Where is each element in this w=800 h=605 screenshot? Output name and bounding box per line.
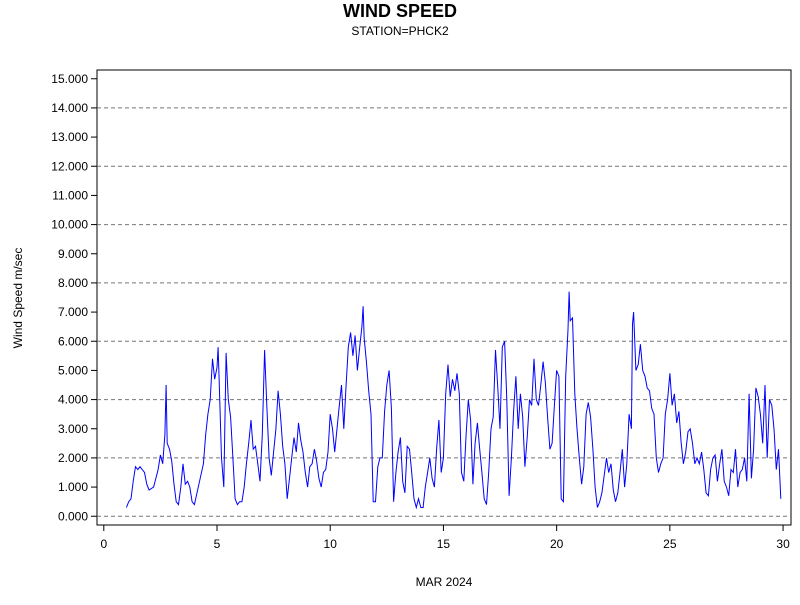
x-tick-label: 5: [214, 537, 221, 551]
y-tick-label: 15.000: [51, 72, 88, 86]
y-tick-label: 5.000: [58, 363, 88, 377]
y-tick-label: 1.000: [58, 480, 88, 494]
y-tick-label: 11.000: [52, 188, 88, 202]
y-axis-label: Wind Speed m/sec: [11, 248, 25, 349]
x-tick-label: 25: [663, 537, 677, 551]
y-tick-label: 0.000: [58, 509, 88, 523]
y-tick-label: 2.000: [58, 451, 88, 465]
y-tick-label: 3.000: [58, 422, 88, 436]
chart-subtitle: STATION=PHCK2: [351, 24, 449, 38]
x-tick-label: 0: [100, 537, 107, 551]
x-axis-label: MAR 2024: [416, 575, 473, 589]
x-tick-label: 15: [437, 537, 451, 551]
chart-title: WIND SPEED: [343, 1, 457, 21]
y-tick-label: 7.000: [58, 305, 88, 319]
x-tick-label: 10: [324, 537, 338, 551]
y-tick-label: 9.000: [58, 247, 88, 261]
y-tick-label: 6.000: [58, 334, 88, 348]
y-tick-label: 12.000: [51, 159, 88, 173]
y-tick-label: 8.000: [58, 276, 88, 290]
plot-frame: [96, 69, 792, 526]
y-tick-label: 14.000: [51, 101, 88, 115]
y-tick-label: 4.000: [58, 393, 88, 407]
x-tick-label: 30: [776, 537, 790, 551]
x-tick-label: 20: [550, 537, 564, 551]
y-tick-label: 13.000: [51, 130, 88, 144]
data-line: [125, 291, 782, 510]
y-tick-label: 10.000: [51, 218, 88, 232]
